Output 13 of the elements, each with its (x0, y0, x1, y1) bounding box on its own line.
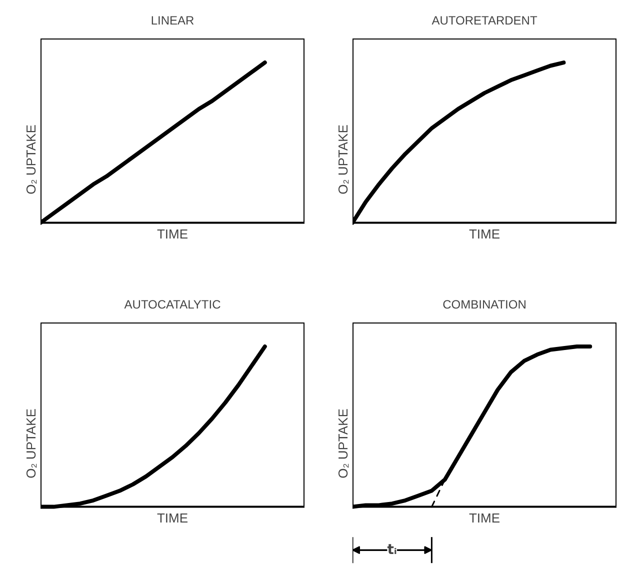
chart-title: LINEAR (150, 14, 195, 28)
y-axis-title: O₂ UPTAKE (336, 408, 350, 478)
y-axis-title: O₂ UPTAKE (24, 408, 38, 478)
x-axis-title: TIME (468, 510, 500, 526)
chart-title: AUTORETARDENT (432, 14, 538, 28)
y-axis-title: O₂ UPTAKE (336, 124, 350, 194)
x-axis-title: TIME (156, 510, 188, 526)
x-axis-title: TIME (156, 226, 188, 242)
chart-title: AUTOCATALYTIC (124, 298, 222, 312)
x-axis-title: TIME (468, 226, 500, 242)
chart-title: COMBINATION (442, 298, 526, 312)
text: tᵢ (387, 542, 397, 558)
y-axis-title: O₂ UPTAKE (24, 124, 38, 194)
